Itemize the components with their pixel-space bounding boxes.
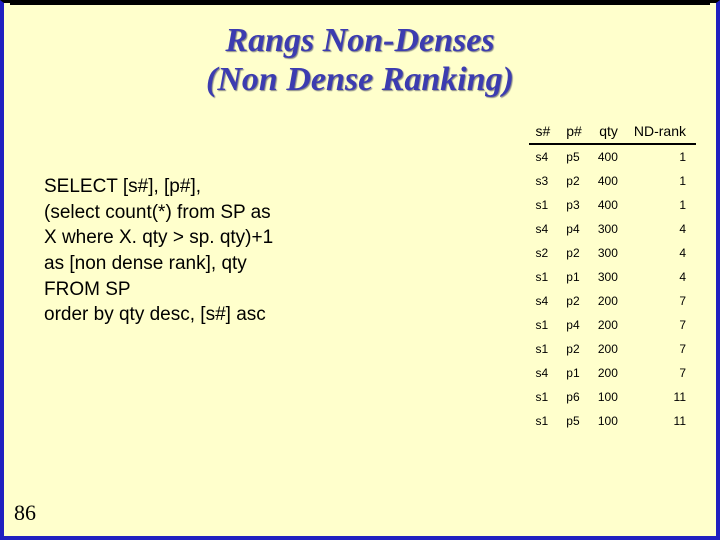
cell-p: p1 xyxy=(560,265,592,289)
table-body: s4p54001 s3p24001 s1p34001 s4p43004 s2p2… xyxy=(529,144,696,433)
cell-qty: 200 xyxy=(592,361,628,385)
cell-s: s4 xyxy=(529,217,560,241)
cell-s: s1 xyxy=(529,193,560,217)
table-row: s1p510011 xyxy=(529,409,696,433)
sql-line: X where X. qty > sp. qty)+1 xyxy=(44,225,505,251)
cell-rank: 7 xyxy=(628,337,696,361)
cell-s: s1 xyxy=(529,313,560,337)
cell-p: p3 xyxy=(560,193,592,217)
table-row: s1p22007 xyxy=(529,337,696,361)
cell-p: p4 xyxy=(560,313,592,337)
cell-p: p6 xyxy=(560,385,592,409)
table-row: s4p54001 xyxy=(529,144,696,169)
content-area: SELECT [s#], [p#], (select count(*) from… xyxy=(4,119,716,433)
sql-line: SELECT [s#], [p#], xyxy=(44,174,505,200)
cell-s: s4 xyxy=(529,289,560,313)
cell-qty: 400 xyxy=(592,169,628,193)
cell-qty: 300 xyxy=(592,265,628,289)
table-row: s4p12007 xyxy=(529,361,696,385)
cell-qty: 300 xyxy=(592,217,628,241)
cell-rank: 4 xyxy=(628,265,696,289)
col-header-ndrank: ND-rank xyxy=(628,119,696,144)
cell-rank: 1 xyxy=(628,144,696,169)
cell-p: p1 xyxy=(560,361,592,385)
ranking-table: s# p# qty ND-rank s4p54001 s3p24001 s1p3… xyxy=(529,119,696,433)
cell-qty: 200 xyxy=(592,313,628,337)
cell-rank: 7 xyxy=(628,289,696,313)
table-row: s1p42007 xyxy=(529,313,696,337)
table-row: s4p22007 xyxy=(529,289,696,313)
cell-rank: 7 xyxy=(628,361,696,385)
page-number: 86 xyxy=(14,500,36,526)
cell-rank: 4 xyxy=(628,217,696,241)
cell-qty: 400 xyxy=(592,193,628,217)
sql-query-block: SELECT [s#], [p#], (select count(*) from… xyxy=(44,174,505,433)
table-row: s1p610011 xyxy=(529,385,696,409)
table-row: s3p24001 xyxy=(529,169,696,193)
cell-qty: 100 xyxy=(592,409,628,433)
cell-rank: 11 xyxy=(628,385,696,409)
cell-rank: 4 xyxy=(628,241,696,265)
cell-s: s1 xyxy=(529,385,560,409)
cell-rank: 11 xyxy=(628,409,696,433)
title-line-2: (Non Dense Ranking) xyxy=(206,61,514,98)
cell-p: p4 xyxy=(560,217,592,241)
cell-qty: 100 xyxy=(592,385,628,409)
cell-s: s4 xyxy=(529,144,560,169)
cell-rank: 1 xyxy=(628,193,696,217)
cell-p: p2 xyxy=(560,289,592,313)
col-header-p: p# xyxy=(560,119,592,144)
cell-p: p2 xyxy=(560,337,592,361)
cell-s: s1 xyxy=(529,337,560,361)
table-row: s1p13004 xyxy=(529,265,696,289)
table-row: s4p43004 xyxy=(529,217,696,241)
cell-rank: 7 xyxy=(628,313,696,337)
cell-s: s3 xyxy=(529,169,560,193)
sql-line: (select count(*) from SP as xyxy=(44,200,505,226)
cell-p: p5 xyxy=(560,144,592,169)
cell-qty: 400 xyxy=(592,144,628,169)
sql-line: FROM SP xyxy=(44,277,505,303)
cell-qty: 300 xyxy=(592,241,628,265)
cell-qty: 200 xyxy=(592,337,628,361)
cell-s: s1 xyxy=(529,265,560,289)
cell-p: p2 xyxy=(560,241,592,265)
cell-p: p2 xyxy=(560,169,592,193)
cell-qty: 200 xyxy=(592,289,628,313)
cell-s: s4 xyxy=(529,361,560,385)
table-row: s1p34001 xyxy=(529,193,696,217)
col-header-s: s# xyxy=(529,119,560,144)
top-inner-rule xyxy=(10,3,710,5)
table-header-row: s# p# qty ND-rank xyxy=(529,119,696,144)
slide-title: Rangs Non-Denses (Non Dense Ranking) xyxy=(4,21,716,99)
cell-p: p5 xyxy=(560,409,592,433)
table-row: s2p23004 xyxy=(529,241,696,265)
sql-line: order by qty desc, [s#] asc xyxy=(44,302,505,328)
col-header-qty: qty xyxy=(592,119,628,144)
title-line-1: Rangs Non-Denses xyxy=(225,22,494,59)
cell-s: s2 xyxy=(529,241,560,265)
sql-line: as [non dense rank], qty xyxy=(44,251,505,277)
cell-s: s1 xyxy=(529,409,560,433)
cell-rank: 1 xyxy=(628,169,696,193)
